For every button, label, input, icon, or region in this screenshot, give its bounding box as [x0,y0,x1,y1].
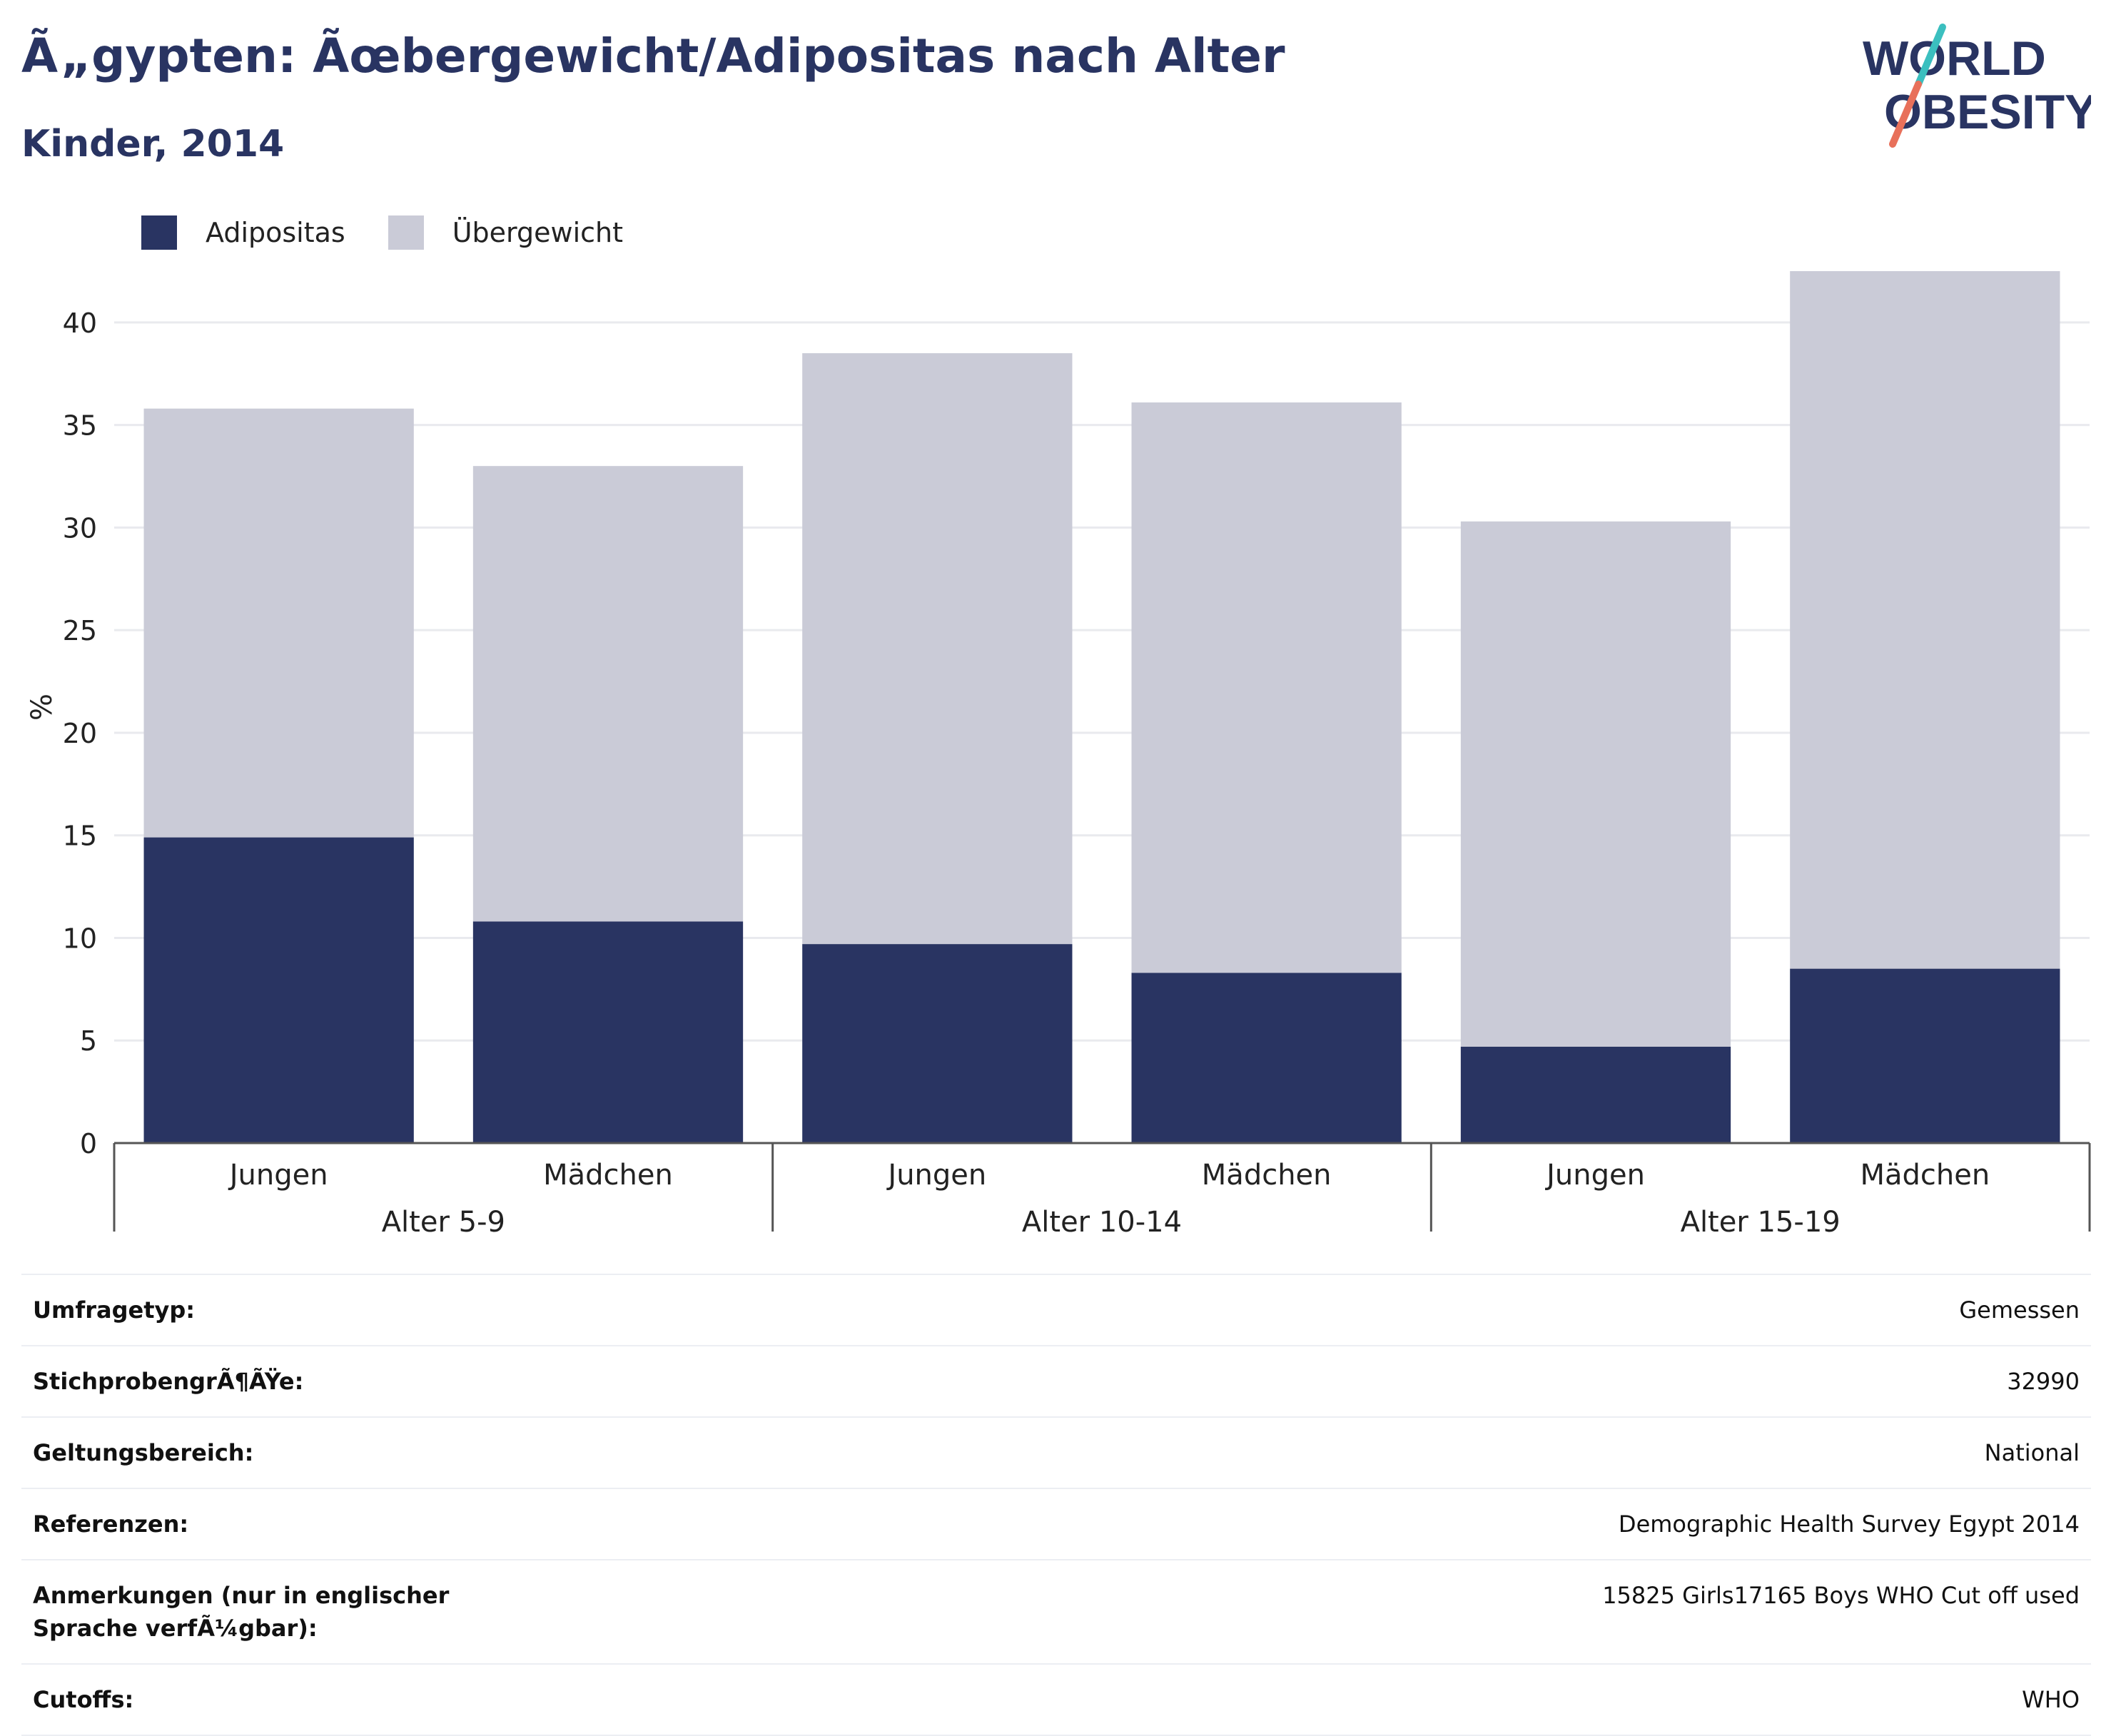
x-tick-label: Jungen [1544,1159,1645,1192]
legend-label-adipositas: Adipositas [206,217,345,248]
bar-adipositas [472,921,744,1143]
y-tick-label: 10 [63,923,97,954]
info-label: Geltungsbereich: [33,1439,254,1466]
bar-uebergewicht [1460,521,1731,1047]
bar-uebergewicht [802,353,1073,945]
info-row-stichprobengroesse: StichprobengrÃ¶ÃŸe: 32990 [21,1345,2091,1416]
x-tick-label: Jungen [228,1159,328,1192]
y-tick-label: 0 [80,1128,97,1159]
info-row-umfragetyp: Umfragetyp: Gemessen [21,1274,2091,1345]
page-title: Ã„gypten: Ãœbergewicht/Adipositas nach A… [21,29,1285,83]
info-label: Anmerkungen (nur in englischer Sprache v… [33,1582,450,1642]
info-label: StichprobengrÃ¶ÃŸe: [33,1368,304,1395]
legend-swatch-adipositas [141,215,177,250]
info-value: 32990 [2007,1368,2080,1395]
info-value: Gemessen [1959,1296,2080,1324]
logo-text-world: WORLD [1863,31,2046,86]
bar-adipositas [143,837,414,1143]
logo-text-obesity: OBESITY [1884,85,2091,139]
x-group-label: Alter 15-19 [1681,1206,1841,1239]
chart-legend: Adipositas Übergewicht [141,211,666,254]
x-tick-label: Mädchen [1860,1159,1990,1192]
legend-swatch-uebergewicht [388,215,424,250]
info-value: WHO [2022,1686,2080,1713]
info-value: 15825 Girls17165 Boys WHO Cut off used [1602,1582,2080,1609]
info-value: Demographic Health Survey Egypt 2014 [1618,1511,2080,1538]
bar-uebergewicht [143,408,414,838]
world-obesity-logo: WORLD OBESITY [1863,24,2091,148]
y-axis-label: % [26,694,59,721]
bar-adipositas [1460,1046,1731,1143]
bar-adipositas [802,944,1073,1143]
bar-uebergewicht [1790,271,2060,969]
x-group-label: Alter 5-9 [382,1206,505,1239]
survey-info-table: Umfragetyp: Gemessen StichprobengrÃ¶ÃŸe:… [21,1274,2091,1736]
info-label: Umfragetyp: [33,1296,196,1324]
stacked-bar-chart: 0 5 10 15 20 25 30 35 40% Jungen Mädchen Jungen Mädc… [26,271,2091,1239]
legend-item-adipositas[interactable]: Adipositas [141,215,345,250]
y-tick-label: 25 [63,615,97,646]
info-label: Cutoffs: [33,1686,134,1713]
info-row-cutoffs: Cutoffs: WHO [21,1663,2091,1736]
legend-label-uebergewicht: Übergewicht [452,217,623,248]
x-group-label: Alter 10-14 [1022,1206,1182,1239]
logo-slash-coral [1889,81,1922,148]
bar-adipositas [1131,973,1402,1143]
info-row-referenzen: Referenzen: Demographic Health Survey Eg… [21,1488,2091,1559]
info-label: Referenzen: [33,1511,189,1538]
y-tick-label: 20 [63,718,97,749]
y-tick-label: 30 [63,512,97,544]
logo-slash-teal [1915,24,1946,88]
y-tick-label: 5 [80,1025,97,1057]
info-row-anmerkungen: Anmerkungen (nur in englischer Sprache v… [21,1559,2091,1663]
y-tick-label: 15 [63,821,97,852]
bar-uebergewicht [472,466,744,922]
info-row-geltungsbereich: Geltungsbereich: National [21,1416,2091,1488]
y-tick-label: 35 [63,410,97,442]
legend-item-uebergewicht[interactable]: Übergewicht [388,215,623,250]
bar-uebergewicht [1131,402,1402,973]
x-tick-label: Mädchen [1202,1159,1332,1192]
page-subtitle: Kinder, 2014 [21,123,285,166]
info-value: National [1984,1439,2080,1466]
y-tick-label: 40 [63,308,97,339]
bar-adipositas [1790,968,2060,1143]
x-tick-label: Jungen [886,1159,986,1192]
x-tick-label: Mädchen [543,1159,673,1192]
